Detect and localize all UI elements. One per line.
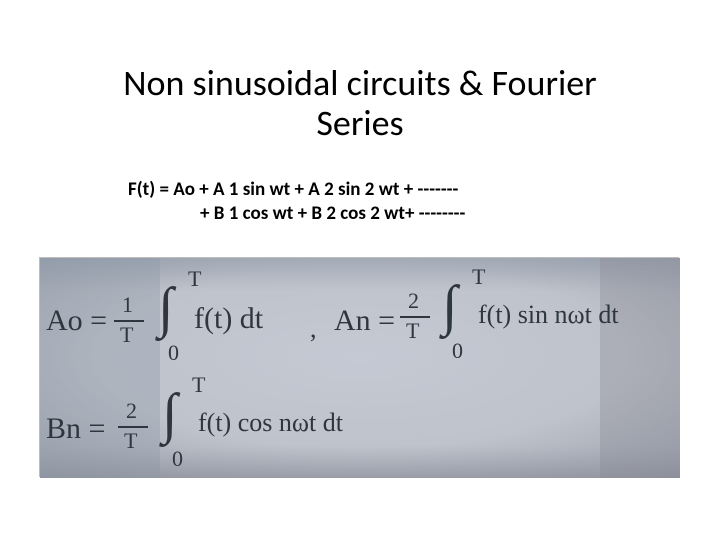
bn-integrand: f(t) cos nωt dt (198, 408, 343, 438)
an-integrand: f(t) sin nωt dt (478, 300, 619, 330)
an-frac-den: T (406, 318, 419, 344)
bn-lhs: Bn = (46, 412, 105, 446)
handwritten-formulas-panel: Ao = 1 T T ∫ 0 f(t) dt , An = 2 T T ∫ 0 … (39, 257, 679, 477)
a0-int-lower: 0 (168, 340, 179, 366)
fourier-series-expansion: F(t) = Ao + A 1 sin wt + A 2 sin 2 wt + … (128, 178, 628, 226)
an-integral: ∫ (442, 278, 457, 334)
separator-1: , (310, 314, 317, 344)
a0-integral: ∫ (158, 280, 173, 336)
a0-lhs: Ao = (46, 304, 107, 338)
bn-frac-num: 2 (126, 398, 137, 424)
a0-frac-num: 1 (122, 292, 133, 318)
a0-integrand: f(t) dt (194, 302, 263, 336)
bn-integral: ∫ (162, 386, 177, 442)
title-line-2: Series (0, 104, 720, 144)
title-line-1: Non sinusoidal circuits & Fourier (0, 64, 720, 104)
an-int-upper: T (472, 264, 485, 290)
subtitle-line-1: F(t) = Ao + A 1 sin wt + A 2 sin 2 wt + … (128, 178, 628, 202)
bn-int-upper: T (192, 372, 205, 398)
an-frac-num: 2 (408, 288, 419, 314)
subtitle-line-2: + B 1 cos wt + B 2 cos 2 wt+ -------- (128, 202, 628, 226)
bn-frac-den: T (124, 428, 137, 454)
slide: Non sinusoidal circuits & Fourier Series… (0, 0, 720, 540)
slide-title: Non sinusoidal circuits & Fourier Series (0, 64, 720, 143)
a0-int-upper: T (188, 266, 201, 292)
a0-frac-den: T (120, 322, 133, 348)
an-int-lower: 0 (452, 338, 463, 364)
an-lhs: An = (334, 304, 395, 338)
bn-int-lower: 0 (172, 446, 183, 472)
